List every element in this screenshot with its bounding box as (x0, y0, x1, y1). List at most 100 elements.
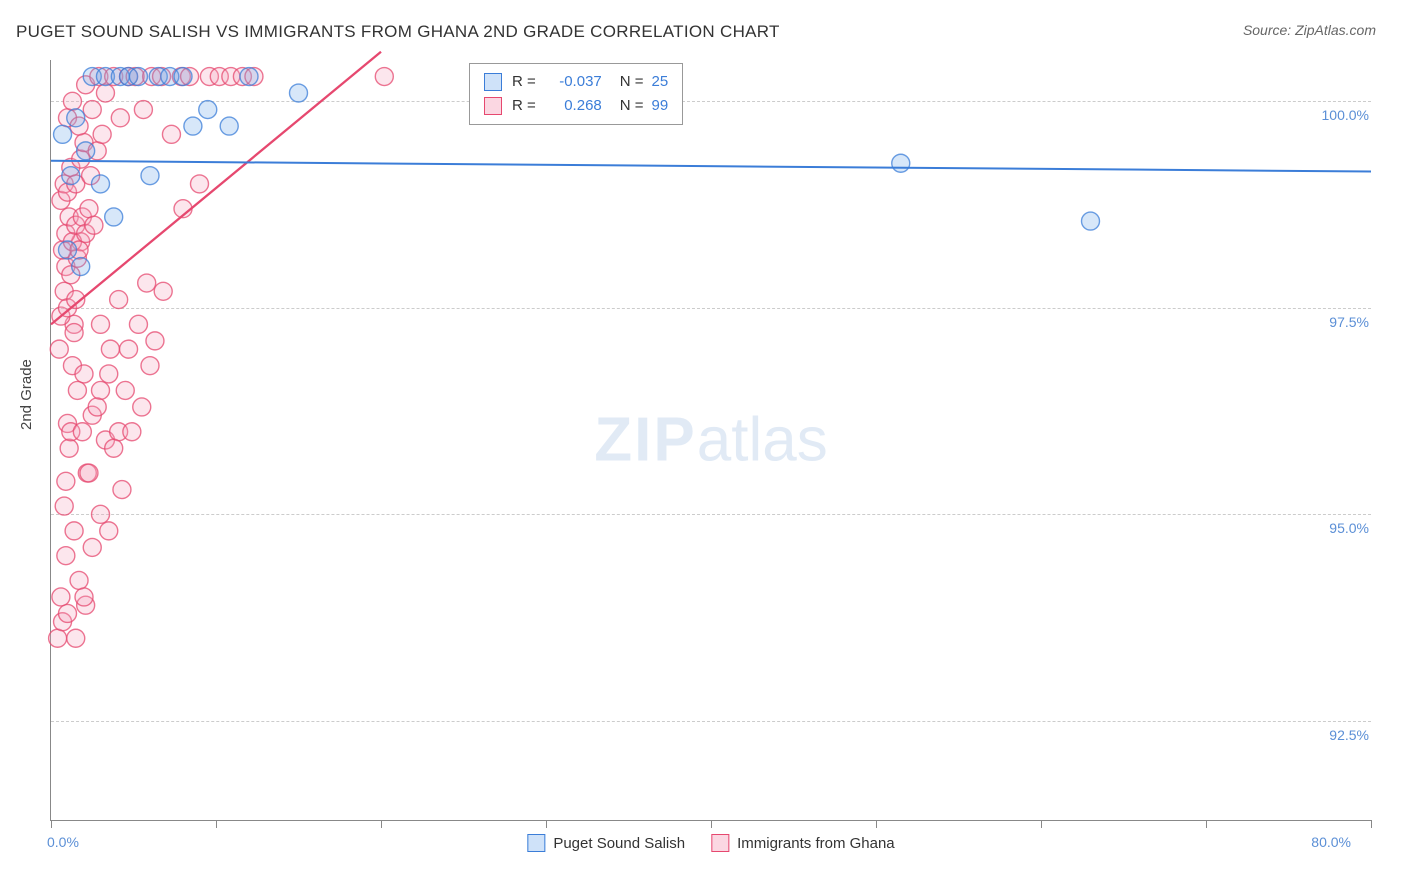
data-point (83, 101, 101, 119)
data-point (59, 241, 77, 259)
data-point (141, 357, 159, 375)
data-point (220, 117, 238, 135)
data-point (49, 629, 67, 647)
n-label: N = (620, 70, 644, 94)
data-point (146, 332, 164, 350)
legend-row-series-2: R = 0.268 N = 99 (484, 94, 668, 118)
x-tick (876, 820, 877, 828)
data-point (100, 522, 118, 540)
data-point (116, 381, 134, 399)
x-tick (51, 820, 52, 828)
legend-swatch-bottom-1 (527, 834, 545, 852)
data-point (92, 175, 110, 193)
data-point (50, 340, 68, 358)
chart-title: PUGET SOUND SALISH VS IMMIGRANTS FROM GH… (16, 22, 780, 42)
data-point (113, 481, 131, 499)
data-point (65, 522, 83, 540)
source-attribution: Source: ZipAtlas.com (1243, 22, 1376, 38)
data-point (174, 68, 192, 86)
data-point (96, 84, 114, 102)
plot-area: ZIPatlas 92.5%95.0%97.5%100.0% R = -0.03… (50, 60, 1371, 821)
data-point (92, 315, 110, 333)
x-axis-max-label: 80.0% (1311, 834, 1351, 850)
data-point (67, 629, 85, 647)
data-point (1082, 212, 1100, 230)
n-label: N = (620, 94, 644, 118)
data-point (54, 125, 72, 143)
data-point (75, 365, 93, 383)
data-point (111, 109, 129, 127)
data-point (85, 216, 103, 234)
data-point (133, 398, 151, 416)
data-point (55, 497, 73, 515)
data-point (892, 154, 910, 172)
data-point (110, 291, 128, 309)
trend-line (51, 161, 1371, 172)
x-axis-min-label: 0.0% (47, 834, 79, 850)
data-point (129, 315, 147, 333)
data-point (83, 538, 101, 556)
chart-svg (51, 60, 1371, 820)
data-point (290, 84, 308, 102)
data-point (100, 365, 118, 383)
x-tick (381, 820, 382, 828)
data-point (73, 423, 91, 441)
data-point (93, 125, 111, 143)
legend-swatch-2 (484, 97, 502, 115)
n-value-1: 25 (652, 70, 669, 94)
legend-swatch-1 (484, 73, 502, 91)
data-point (80, 200, 98, 218)
x-tick (546, 820, 547, 828)
data-point (65, 324, 83, 342)
legend-label-2: Immigrants from Ghana (737, 835, 895, 852)
data-point (162, 125, 180, 143)
data-point (123, 423, 141, 441)
series-legend: Puget Sound Salish Immigrants from Ghana (527, 834, 894, 852)
data-point (240, 68, 258, 86)
r-label: R = (512, 70, 536, 94)
legend-item-2: Immigrants from Ghana (711, 834, 895, 852)
legend-swatch-bottom-2 (711, 834, 729, 852)
legend-item-1: Puget Sound Salish (527, 834, 685, 852)
legend-label-1: Puget Sound Salish (553, 835, 685, 852)
data-point (138, 274, 156, 292)
data-point (62, 167, 80, 185)
data-point (120, 340, 138, 358)
data-point (52, 588, 70, 606)
x-tick (216, 820, 217, 828)
data-point (59, 604, 77, 622)
x-tick (711, 820, 712, 828)
data-point (57, 472, 75, 490)
data-point (191, 175, 209, 193)
n-value-2: 99 (652, 94, 669, 118)
r-value-1: -0.037 (544, 70, 602, 94)
data-point (68, 381, 86, 399)
x-tick (1041, 820, 1042, 828)
data-point (105, 208, 123, 226)
r-value-2: 0.268 (544, 94, 602, 118)
data-point (184, 117, 202, 135)
data-point (92, 505, 110, 523)
data-point (141, 167, 159, 185)
data-point (101, 340, 119, 358)
data-point (60, 439, 78, 457)
data-point (57, 547, 75, 565)
y-axis-title: 2nd Grade (18, 359, 35, 430)
legend-row-series-1: R = -0.037 N = 25 (484, 70, 668, 94)
data-point (75, 588, 93, 606)
data-point (92, 381, 110, 399)
data-point (80, 464, 98, 482)
r-label: R = (512, 94, 536, 118)
x-tick (1371, 820, 1372, 828)
x-tick (1206, 820, 1207, 828)
data-point (88, 398, 106, 416)
data-point (77, 142, 95, 160)
correlation-legend: R = -0.037 N = 25 R = 0.268 N = 99 (469, 63, 683, 125)
data-point (70, 571, 88, 589)
data-point (67, 109, 85, 127)
data-point (72, 258, 90, 276)
data-point (129, 68, 147, 86)
data-point (154, 282, 172, 300)
data-point (199, 101, 217, 119)
data-point (105, 439, 123, 457)
